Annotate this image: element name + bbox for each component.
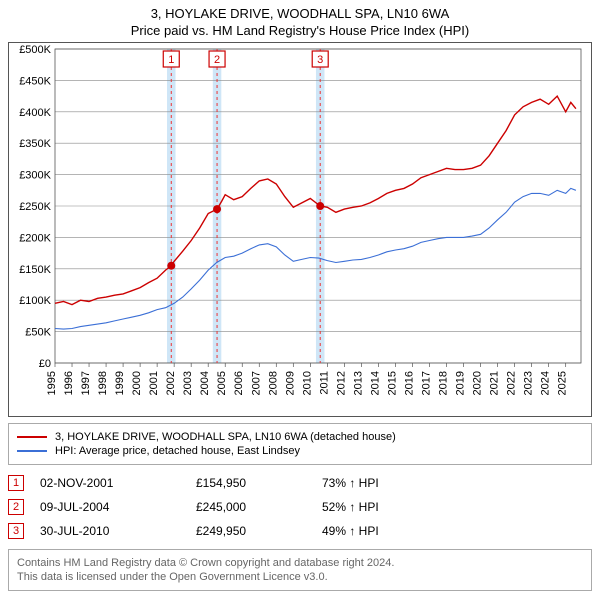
chart-svg: £0 £50K £100K £150K £200K £250K £300K £350K £400… [9,43,593,418]
transaction-delta: 73% ↑ HPI [322,476,379,490]
legend-item: 3, HOYLAKE DRIVE, WOODHALL SPA, LN10 6WA… [17,430,583,444]
transaction-index: 2 [8,499,24,515]
transaction-price: £249,950 [196,524,306,538]
svg-text:2001: 2001 [148,371,160,395]
page-title: 3, HOYLAKE DRIVE, WOODHALL SPA, LN10 6WA [8,6,592,23]
attribution-line: This data is licensed under the Open Gov… [17,570,583,584]
svg-text:2018: 2018 [438,371,450,395]
transaction-delta: 52% ↑ HPI [322,500,379,514]
svg-text:£50K: £50K [25,326,51,338]
svg-text:£450K: £450K [19,75,51,87]
svg-text:2003: 2003 [182,371,194,395]
legend-label: HPI: Average price, detached house, East… [55,445,300,457]
svg-text:3: 3 [317,54,323,66]
svg-text:2: 2 [214,54,220,66]
attribution-line: Contains HM Land Registry data © Crown c… [17,556,583,570]
svg-text:1997: 1997 [80,371,92,395]
price-chart: £0 £50K £100K £150K £200K £250K £300K £350K £400… [8,42,592,417]
svg-text:£150K: £150K [19,264,51,276]
svg-text:£400K: £400K [19,107,51,119]
svg-text:2025: 2025 [557,371,569,395]
svg-text:£100K: £100K [19,295,51,307]
svg-text:2020: 2020 [472,371,484,395]
svg-text:2007: 2007 [250,371,262,395]
svg-text:2024: 2024 [540,371,552,395]
svg-text:2004: 2004 [199,371,211,395]
svg-text:2008: 2008 [267,371,279,395]
svg-text:£300K: £300K [19,169,51,181]
svg-text:2016: 2016 [403,371,415,395]
legend-item: HPI: Average price, detached house, East… [17,444,583,458]
transaction-price: £245,000 [196,500,306,514]
svg-text:1996: 1996 [63,371,75,395]
svg-text:1998: 1998 [97,371,109,395]
svg-text:2013: 2013 [352,371,364,395]
svg-text:£200K: £200K [19,232,51,244]
svg-text:£250K: £250K [19,201,51,213]
svg-text:1995: 1995 [46,371,58,395]
svg-text:£500K: £500K [19,44,51,56]
svg-text:2021: 2021 [489,371,501,395]
svg-text:2022: 2022 [506,371,518,395]
page-subtitle: Price paid vs. HM Land Registry's House … [8,23,592,38]
svg-text:2019: 2019 [455,371,467,395]
svg-text:1999: 1999 [114,371,126,395]
svg-text:2011: 2011 [318,371,330,395]
svg-text:2010: 2010 [301,371,313,395]
svg-text:£350K: £350K [19,138,51,150]
transaction-price: £154,950 [196,476,306,490]
svg-text:2023: 2023 [523,371,535,395]
transaction-delta: 49% ↑ HPI [322,524,379,538]
svg-text:£0: £0 [39,358,51,370]
svg-text:2014: 2014 [369,371,381,395]
transaction-index: 1 [8,475,24,491]
legend-label: 3, HOYLAKE DRIVE, WOODHALL SPA, LN10 6WA… [55,431,396,443]
legend: 3, HOYLAKE DRIVE, WOODHALL SPA, LN10 6WA… [8,423,592,465]
transaction-date: 30-JUL-2010 [40,524,180,538]
svg-text:2005: 2005 [216,371,228,395]
svg-text:1: 1 [168,54,174,66]
svg-text:2000: 2000 [131,371,143,395]
transaction-date: 09-JUL-2004 [40,500,180,514]
svg-text:2002: 2002 [165,371,177,395]
transactions: 1 02-NOV-2001 £154,950 73% ↑ HPI 2 09-JU… [8,471,592,543]
svg-text:2009: 2009 [284,371,296,395]
attribution: Contains HM Land Registry data © Crown c… [8,549,592,592]
transaction-row: 1 02-NOV-2001 £154,950 73% ↑ HPI [8,471,592,495]
transaction-row: 2 09-JUL-2004 £245,000 52% ↑ HPI [8,495,592,519]
svg-text:2017: 2017 [420,371,432,395]
svg-text:2006: 2006 [233,371,245,395]
svg-text:2012: 2012 [335,371,347,395]
svg-text:2015: 2015 [386,371,398,395]
transaction-row: 3 30-JUL-2010 £249,950 49% ↑ HPI [8,519,592,543]
transaction-index: 3 [8,523,24,539]
transaction-date: 02-NOV-2001 [40,476,180,490]
